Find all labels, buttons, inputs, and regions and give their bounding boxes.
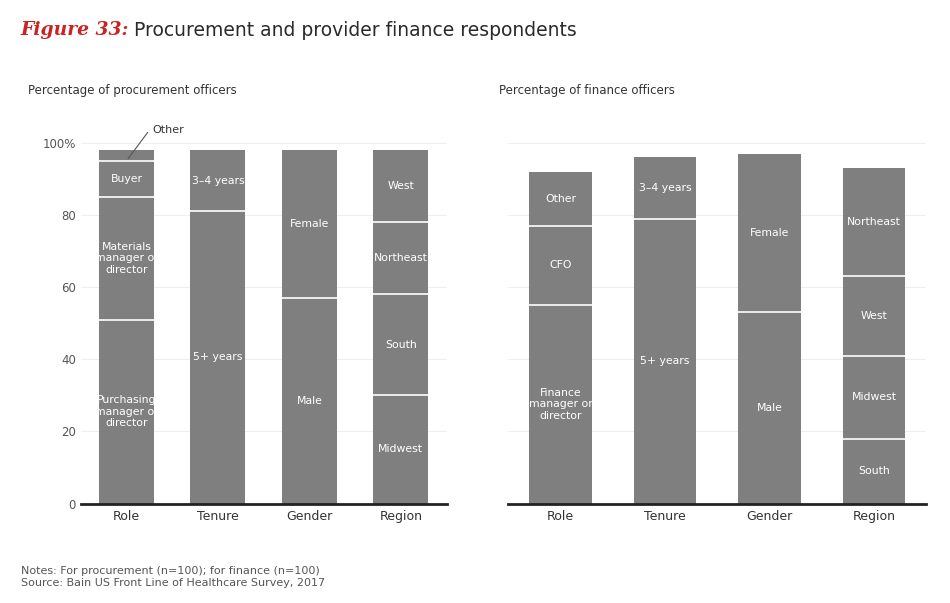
Text: Notes: For procurement (n=100); for finance (n=100)
Source: Bain US Front Line o: Notes: For procurement (n=100); for fina… — [21, 566, 325, 588]
Bar — [738, 154, 801, 312]
Text: Materials
manager or
director: Materials manager or director — [95, 242, 159, 275]
Text: Other: Other — [545, 194, 576, 204]
Bar — [373, 396, 428, 504]
Bar — [373, 222, 428, 294]
Bar — [634, 218, 696, 504]
Bar — [282, 150, 336, 298]
Bar — [738, 312, 801, 504]
Bar — [529, 305, 592, 504]
Text: Female: Female — [290, 219, 329, 229]
Bar — [373, 150, 428, 222]
Text: Northeast: Northeast — [847, 217, 901, 227]
Text: Purchasing
manager or
director: Purchasing manager or director — [95, 395, 159, 428]
Text: Male: Male — [756, 403, 783, 413]
Bar — [99, 150, 154, 161]
Text: Midwest: Midwest — [851, 392, 897, 402]
Bar — [843, 438, 905, 504]
Text: Percentage of finance officers: Percentage of finance officers — [499, 84, 674, 98]
Text: Finance: Finance — [683, 57, 747, 71]
Text: 3–4 years: 3–4 years — [638, 183, 692, 193]
Text: South: South — [858, 466, 890, 476]
Text: 5+ years: 5+ years — [640, 356, 690, 366]
Bar — [190, 150, 245, 212]
Text: Midwest: Midwest — [378, 444, 424, 455]
Text: Figure 33:: Figure 33: — [21, 21, 129, 39]
Bar — [99, 161, 154, 197]
Text: 5+ years: 5+ years — [193, 352, 242, 362]
Text: West: West — [388, 181, 414, 191]
Bar — [843, 168, 905, 276]
Text: Female: Female — [750, 228, 789, 238]
Bar — [99, 320, 154, 504]
Text: Percentage of procurement officers: Percentage of procurement officers — [28, 84, 238, 98]
Bar — [373, 294, 428, 396]
Bar — [190, 212, 245, 504]
Bar — [634, 157, 696, 218]
Bar — [99, 197, 154, 320]
Text: 3–4 years: 3–4 years — [192, 175, 244, 186]
Text: South: South — [385, 340, 417, 350]
Bar — [529, 226, 592, 305]
Text: Other: Other — [152, 125, 183, 135]
Text: CFO: CFO — [549, 260, 572, 271]
Text: Northeast: Northeast — [374, 253, 428, 264]
Text: Male: Male — [296, 396, 322, 406]
Text: West: West — [861, 311, 887, 321]
Bar — [843, 276, 905, 356]
Text: Buyer: Buyer — [110, 174, 142, 184]
Text: Procurement: Procurement — [186, 57, 294, 71]
Bar — [843, 356, 905, 438]
Text: Finance
manager or
director: Finance manager or director — [528, 388, 593, 421]
Bar — [282, 298, 336, 504]
Text: Procurement and provider finance respondents: Procurement and provider finance respond… — [128, 21, 577, 40]
Bar — [529, 172, 592, 226]
